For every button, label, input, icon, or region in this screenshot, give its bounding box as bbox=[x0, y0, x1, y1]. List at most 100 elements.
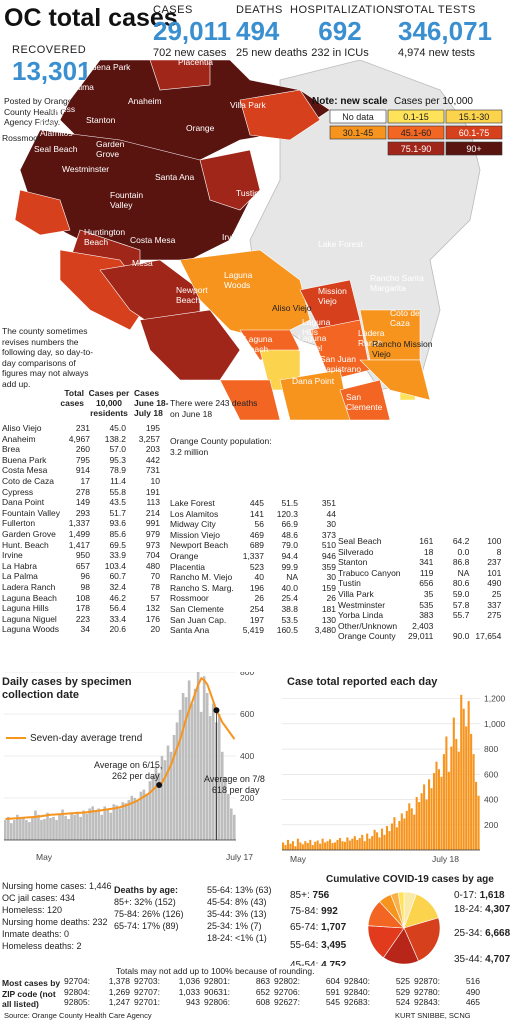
table-cell: 3,480 bbox=[314, 625, 336, 636]
map-label: Costa Mesa bbox=[130, 235, 176, 245]
zip-table: 92704: 1,378 92703: 1,036 92801: 863 92802: 604… bbox=[62, 976, 482, 1008]
table-cell: 8 bbox=[496, 546, 502, 557]
table-cell: San Juan Cap. bbox=[170, 614, 227, 625]
daily-bar bbox=[202, 676, 206, 840]
table-cell: Trabuco Canyon bbox=[338, 567, 401, 578]
legend-swatch bbox=[329, 109, 387, 124]
table-cell: Orange bbox=[170, 550, 199, 561]
legend-swatch bbox=[387, 109, 445, 124]
pie-label: 45-54: 4,752 bbox=[290, 960, 347, 966]
table-cell: Yorba Linda bbox=[338, 610, 384, 621]
table-cell: Costa Mesa bbox=[2, 465, 48, 476]
x-tick-label: July 18 bbox=[432, 854, 459, 864]
zip-cell: 1,033 bbox=[178, 986, 200, 997]
reported-bar bbox=[341, 841, 344, 850]
table-cell: Fullerton bbox=[2, 518, 36, 529]
table-cell: 2,403 bbox=[412, 620, 434, 631]
legend-swatch bbox=[445, 141, 503, 156]
zip-cell: 604 bbox=[325, 976, 340, 986]
legend-swatch bbox=[445, 109, 503, 124]
table-cell: Tustin bbox=[338, 578, 361, 589]
zip-row: 92805: 1,247 92701: 943 92806: 608 92627: 545 92… bbox=[62, 997, 482, 1008]
age-pie-title: Cumulative COVID-19 cases by age bbox=[326, 874, 494, 885]
zip-cell: 92801: bbox=[204, 976, 230, 986]
reported-bar bbox=[289, 843, 292, 850]
daily-bar bbox=[184, 697, 188, 840]
daily-bar bbox=[160, 756, 164, 840]
table-row: Garden Grove 1,499 85.6 979 bbox=[0, 529, 162, 540]
zip-cell: 863 bbox=[255, 976, 270, 986]
table-cell: 991 bbox=[145, 518, 160, 529]
map-san-juan-capistrano bbox=[339, 379, 391, 420]
daily-bar bbox=[55, 820, 58, 840]
table-cell: 17,654 bbox=[475, 631, 502, 642]
reported-bar bbox=[410, 808, 413, 850]
zip-cell: 465 bbox=[465, 997, 480, 1007]
source-note: Source: Orange County Health Care Agency bbox=[4, 1011, 152, 1020]
zip-cell: 608 bbox=[255, 997, 270, 1007]
nursing-line: Homeless deaths: 2 bbox=[2, 941, 82, 951]
table-cell: 25.4 bbox=[281, 593, 298, 604]
map-villa-park bbox=[199, 149, 261, 211]
daily-bar bbox=[121, 802, 125, 840]
reported-bar bbox=[383, 834, 386, 850]
population-note: Orange County population: 3.2 million bbox=[170, 436, 272, 457]
table-row: Hunt. Beach 1,417 69.5 973 bbox=[0, 540, 162, 551]
table-cell: 469 bbox=[249, 529, 264, 540]
table-cell: 120.3 bbox=[276, 508, 298, 519]
table-cell: 32.4 bbox=[109, 581, 126, 592]
reported-bar bbox=[428, 779, 431, 850]
reported-bar bbox=[425, 799, 428, 850]
legend-title: Note: new scale bbox=[312, 96, 388, 107]
nursing-line: Homeless: 120 bbox=[2, 905, 63, 915]
reported-bar bbox=[353, 836, 356, 850]
legend-swatch bbox=[445, 125, 503, 140]
zip-cell: 652 bbox=[255, 986, 270, 997]
pie-label: 65-74: 1,707 bbox=[290, 922, 347, 933]
table-cell: 56.4 bbox=[109, 603, 126, 614]
reported-bar bbox=[472, 754, 475, 850]
zip-cell: 92704: bbox=[64, 976, 90, 986]
table-cell: 1,337 bbox=[68, 518, 90, 529]
table-row: Villa Park 35 59.0 25 bbox=[336, 589, 503, 600]
map-label: Westminster bbox=[62, 164, 109, 174]
table-row: Cypress 278 55.8 191 bbox=[0, 487, 162, 498]
nursing-line: Nursing home deaths: 232 bbox=[2, 917, 108, 927]
death-age-line: 75-84: 26% (126) bbox=[114, 909, 184, 919]
daily-bar bbox=[85, 813, 88, 840]
daily-bar bbox=[25, 820, 28, 840]
table-row: Stanton 341 86.8 237 bbox=[336, 557, 503, 568]
table-cell: 178 bbox=[75, 603, 90, 614]
table-cell: Irvine bbox=[2, 550, 23, 561]
map-label: Laguna Niguel bbox=[298, 333, 327, 353]
daily-bar bbox=[229, 808, 233, 840]
zip-cell: 516 bbox=[465, 976, 480, 986]
table-cell: 108 bbox=[75, 592, 90, 603]
map-label: Aliso Viejo bbox=[272, 303, 312, 313]
daily-bar bbox=[58, 814, 61, 840]
map-label: Anaheim bbox=[128, 96, 162, 106]
map-legend: Note: new scale Cases per 10,000 No data… bbox=[312, 96, 503, 156]
daily-bar bbox=[205, 693, 209, 840]
daily-bar bbox=[217, 714, 221, 840]
tests-value: 346,071 bbox=[398, 16, 492, 46]
table-cell: Hunt. Beach bbox=[2, 539, 49, 550]
table-cell: Coto de Caza bbox=[2, 475, 54, 486]
daily-bar bbox=[115, 805, 119, 840]
daily-bar bbox=[13, 820, 16, 840]
table-cell: 10 bbox=[150, 475, 160, 486]
table-cell: 56 bbox=[254, 519, 264, 530]
table-cell: 96 bbox=[80, 571, 90, 582]
table-cell: 29,011 bbox=[408, 631, 434, 642]
legend-swatch bbox=[387, 125, 445, 140]
table-cell: 160.5 bbox=[276, 625, 298, 636]
table-row: Los Alamitos 141 120.3 44 bbox=[168, 509, 338, 520]
map-label: Stanton bbox=[86, 115, 116, 125]
table-cell: 359 bbox=[321, 561, 336, 572]
hdr-per10k: Cases per 10,000 residents bbox=[88, 388, 130, 418]
daily-bar bbox=[34, 810, 37, 840]
table-row: Yorba Linda 383 55.7 275 bbox=[336, 610, 503, 621]
table-row: Rancho M. Viejo 40 NA 30 bbox=[168, 572, 338, 583]
reported-bar bbox=[361, 834, 364, 850]
recovered-label: RECOVERED bbox=[12, 44, 87, 56]
